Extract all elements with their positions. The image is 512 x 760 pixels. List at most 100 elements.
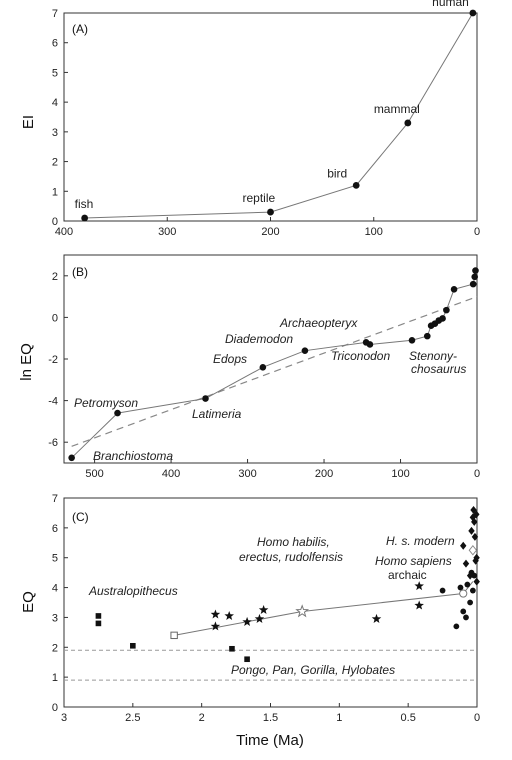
- x-tick-label: 2: [199, 712, 205, 724]
- ann-hs-modern: H. s. modern: [386, 534, 455, 548]
- circle-marker: [471, 572, 478, 579]
- data-point: [469, 9, 477, 17]
- panel-b-ticks: 500 400 300 200 100 0 2 0 -2 -4 -6: [48, 271, 480, 480]
- circle-marker: [464, 581, 471, 588]
- square-marker: [130, 642, 136, 649]
- point-label: mammal: [374, 102, 420, 116]
- panel-b-ylabel: ln EQ: [18, 343, 35, 381]
- y-tick-label: 1: [52, 186, 58, 198]
- star-marker: [210, 609, 221, 619]
- panel-a-ticks: 400 300 200 100 0 0 1 2 3 4 5 6 7: [52, 8, 480, 238]
- circle-marker: [469, 587, 476, 594]
- data-point: [443, 306, 450, 314]
- y-tick-label: -4: [48, 396, 58, 408]
- x-tick-label: 400: [162, 468, 180, 480]
- panel-a: (A) EI 400 300 200 100 0 0 1 2 3 4 5 6 7 fish reptile…: [20, 0, 480, 238]
- data-point: [267, 208, 274, 216]
- data-point: [114, 409, 121, 417]
- x-tick-label: 200: [261, 226, 279, 238]
- data-point: [471, 273, 479, 281]
- ann-triconodon: Triconodon: [331, 349, 390, 363]
- open-circle-marker: [459, 589, 468, 598]
- y-tick-label: 3: [52, 127, 58, 139]
- y-tick-label: 5: [52, 553, 58, 565]
- panel-a-frame: [63, 12, 478, 222]
- star-marker: [414, 581, 424, 591]
- circle-marker: [439, 587, 446, 594]
- y-tick-label: 0: [52, 702, 58, 714]
- y-tick-label: 2: [52, 157, 58, 169]
- y-tick-label: -6: [48, 437, 58, 449]
- data-point: [366, 341, 374, 348]
- y-tick-label: -2: [48, 354, 58, 366]
- data-point: [301, 347, 309, 354]
- data-point: [202, 395, 209, 402]
- data-point: [352, 181, 360, 189]
- y-tick-label: 3: [52, 612, 58, 624]
- x-tick-label: 2.5: [125, 712, 140, 724]
- x-tick-label: 1.5: [263, 712, 278, 724]
- y-tick-label: 0: [52, 312, 58, 324]
- diamond-marker: [473, 510, 480, 519]
- fit-line: [71, 296, 478, 447]
- ann-edops: Edops: [213, 352, 247, 366]
- data-point: [408, 336, 416, 344]
- circle-marker: [457, 584, 464, 591]
- ann-branchiostoma: Branchiostoma: [93, 449, 173, 463]
- open-square-marker: [170, 631, 178, 640]
- x-tick-label: 100: [391, 468, 409, 480]
- data-point: [469, 280, 477, 288]
- x-tick-label: 300: [238, 468, 256, 480]
- ann-stenony: Stenony-: [409, 349, 457, 363]
- panel-c-data: [64, 505, 480, 681]
- panel-b-data: [68, 267, 479, 462]
- star-marker: [254, 613, 265, 623]
- panel-c: (C) EQ Time (Ma) 3 2.5 2 1.5 1 0.5 0 0 1 2 3 4 5 6 7 A…: [20, 493, 480, 749]
- panel-c-ylabel: EQ: [20, 591, 37, 613]
- x-tick-label: 0: [474, 226, 480, 238]
- star-marker: [414, 600, 424, 610]
- ann-archaeopteryx: Archaeopteryx: [279, 316, 358, 330]
- ann-homo-habilis: Homo habilis,: [257, 535, 330, 549]
- diamond-marker: [471, 517, 478, 526]
- data-point: [404, 119, 412, 127]
- x-tick-label: 200: [315, 468, 333, 480]
- data-point: [259, 364, 267, 371]
- series-line: [71, 270, 476, 459]
- panel-c-xlabel: Time (Ma): [236, 732, 304, 749]
- square-marker: [244, 656, 250, 663]
- open-diamond-marker: [468, 544, 478, 556]
- panel-b: (B) ln EQ 500 400 300 200 100 0 2 0 -2 -4 -6 Petro…: [18, 254, 480, 480]
- data-point: [450, 286, 458, 293]
- panel-a-ylabel: EI: [20, 115, 37, 129]
- star-marker: [224, 610, 234, 620]
- point-label: human: [432, 0, 469, 9]
- trend-line: [174, 581, 474, 636]
- circle-marker: [460, 608, 467, 615]
- diamond-marker: [468, 526, 475, 535]
- ann-chosaurus: chosaurus: [411, 362, 466, 376]
- y-tick-label: 4: [52, 583, 58, 595]
- point-label: bird: [327, 166, 347, 180]
- ann-australopithecus: Australopithecus: [88, 584, 178, 598]
- x-tick-label: 3: [61, 712, 67, 724]
- y-tick-label: 2: [52, 642, 58, 654]
- panel-a-data: [81, 9, 477, 222]
- diamond-marker: [466, 571, 474, 580]
- star-marker: [258, 604, 269, 615]
- x-tick-label: 100: [365, 226, 383, 238]
- y-tick-label: 5: [52, 67, 58, 79]
- x-tick-label: 0.5: [401, 712, 416, 724]
- ann-archaic: archaic: [388, 568, 427, 582]
- x-tick-label: 1: [336, 712, 342, 724]
- x-tick-label: 0: [474, 468, 480, 480]
- y-tick-label: 6: [52, 523, 58, 535]
- square-marker: [95, 613, 102, 619]
- panel-a-labels: fish reptile bird mammal human: [75, 0, 469, 211]
- ann-homo-sapiens: Homo sapiens: [375, 554, 452, 568]
- x-tick-label: 500: [85, 468, 103, 480]
- data-point: [68, 454, 75, 462]
- square-marker: [229, 645, 235, 652]
- ann-latimeria: Latimeria: [192, 407, 242, 421]
